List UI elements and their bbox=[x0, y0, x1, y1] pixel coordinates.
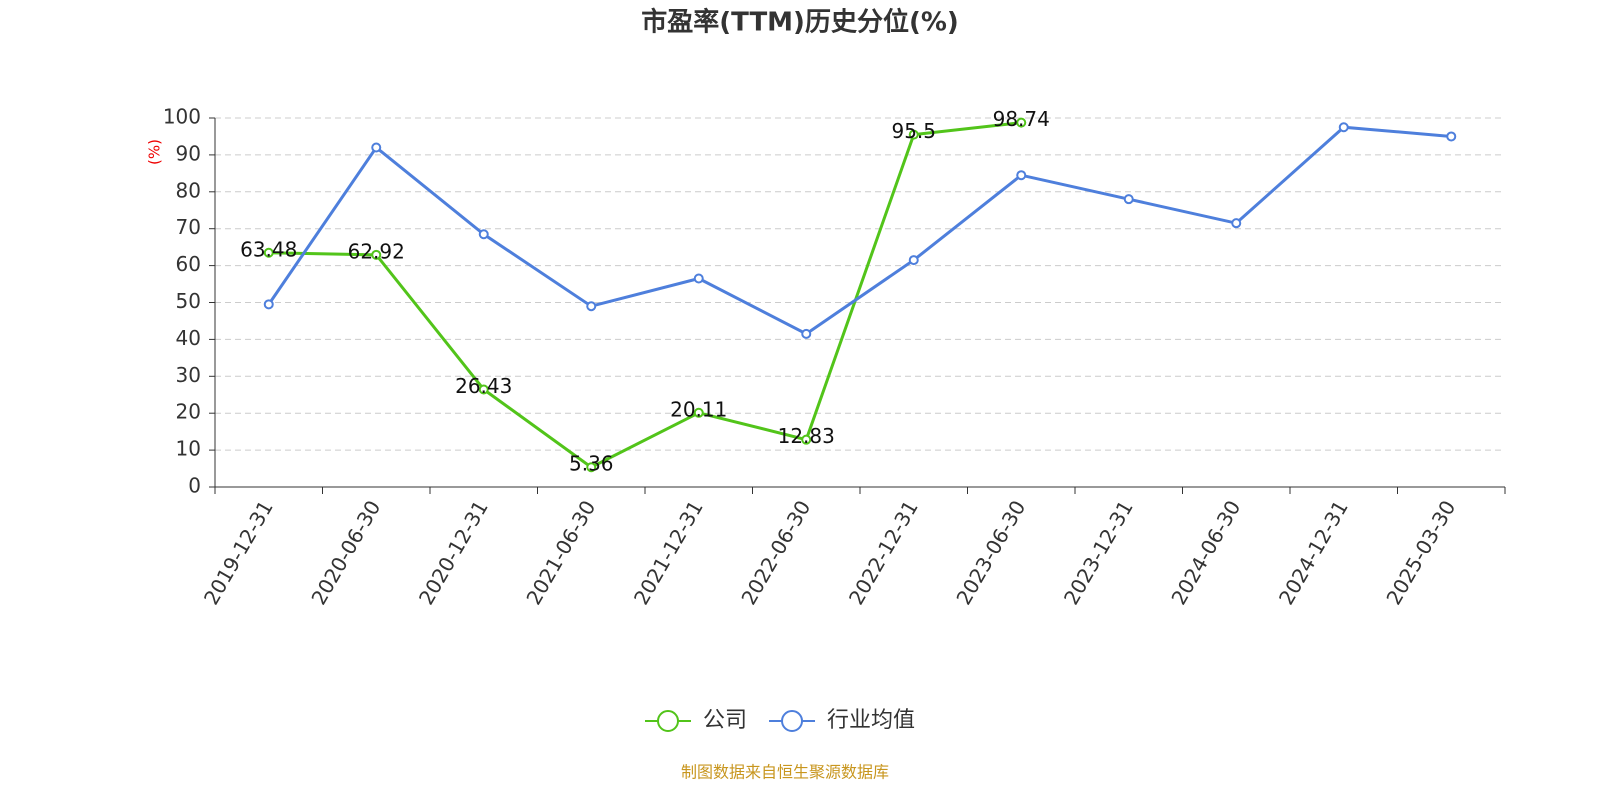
x-tick-label: 2021-12-31 bbox=[629, 496, 708, 609]
point-marker bbox=[1016, 170, 1027, 181]
chart-title: 市盈率(TTM)历史分位(%) bbox=[641, 7, 959, 38]
data-label: 20.11 bbox=[670, 397, 727, 421]
point-marker bbox=[478, 384, 489, 395]
x-tick-label: 2024-12-31 bbox=[1274, 496, 1353, 609]
point-marker bbox=[1338, 122, 1349, 133]
data-label: 98.74 bbox=[993, 107, 1050, 131]
point-marker bbox=[693, 273, 704, 284]
point-marker bbox=[693, 407, 704, 418]
data-label: 26.43 bbox=[455, 374, 512, 398]
point-marker bbox=[371, 142, 382, 153]
x-tick-label: 2022-12-31 bbox=[844, 496, 923, 609]
y-tick-label: 50 bbox=[176, 289, 201, 313]
point-marker bbox=[1446, 131, 1457, 142]
point-marker bbox=[908, 255, 919, 266]
x-tick-label: 2025-03-30 bbox=[1381, 496, 1460, 609]
y-tick-label: 70 bbox=[176, 215, 201, 239]
legend-label: 公司 bbox=[703, 708, 747, 733]
y-tick-label: 100 bbox=[163, 105, 201, 129]
y-tick-label: 20 bbox=[176, 400, 201, 424]
legend-marker bbox=[657, 710, 679, 732]
point-marker bbox=[263, 299, 274, 310]
point-marker bbox=[586, 301, 597, 312]
point-marker bbox=[908, 129, 919, 140]
y-tick-label: 40 bbox=[176, 326, 201, 350]
y-tick-label: 30 bbox=[176, 363, 201, 387]
x-tick-label: 2024-06-30 bbox=[1166, 496, 1245, 609]
data-label: 12.83 bbox=[778, 424, 835, 448]
point-marker bbox=[371, 249, 382, 260]
y-tick-label: 80 bbox=[176, 178, 201, 202]
point-marker bbox=[263, 247, 274, 258]
point-marker bbox=[801, 434, 812, 445]
source-note: 制图数据来自恒生聚源数据库 bbox=[681, 763, 889, 782]
x-tick-label: 2021-06-30 bbox=[521, 496, 600, 609]
y-tick-label: 60 bbox=[176, 252, 201, 276]
data-label: 95.5 bbox=[891, 119, 936, 143]
point-marker bbox=[801, 328, 812, 339]
series-line bbox=[268, 121, 1022, 469]
point-marker bbox=[586, 462, 597, 473]
series-line bbox=[267, 125, 1452, 336]
y-tick-label: 10 bbox=[176, 437, 201, 461]
data-label: 63.48 bbox=[240, 237, 297, 261]
point-marker bbox=[1123, 194, 1134, 205]
y-axis-label: (%) bbox=[146, 139, 164, 165]
x-tick-label: 2022-06-30 bbox=[736, 496, 815, 609]
legend-marker bbox=[781, 710, 804, 732]
point-marker bbox=[1016, 117, 1027, 128]
x-tick-label: 2023-12-31 bbox=[1059, 496, 1138, 609]
x-tick-label: 2023-06-30 bbox=[951, 496, 1030, 609]
point-marker bbox=[1231, 218, 1242, 229]
data-label: 62.92 bbox=[348, 239, 405, 263]
y-tick-label: 0 bbox=[188, 474, 201, 498]
x-tick-label: 2020-06-30 bbox=[306, 496, 385, 609]
x-tick-label: 2019-12-31 bbox=[199, 496, 278, 609]
legend-label: 行业均值 bbox=[827, 708, 915, 733]
x-tick-label: 2020-12-31 bbox=[414, 496, 493, 609]
data-label: 5.36 bbox=[569, 452, 614, 476]
y-tick-label: 90 bbox=[176, 141, 201, 165]
point-marker bbox=[478, 229, 489, 240]
